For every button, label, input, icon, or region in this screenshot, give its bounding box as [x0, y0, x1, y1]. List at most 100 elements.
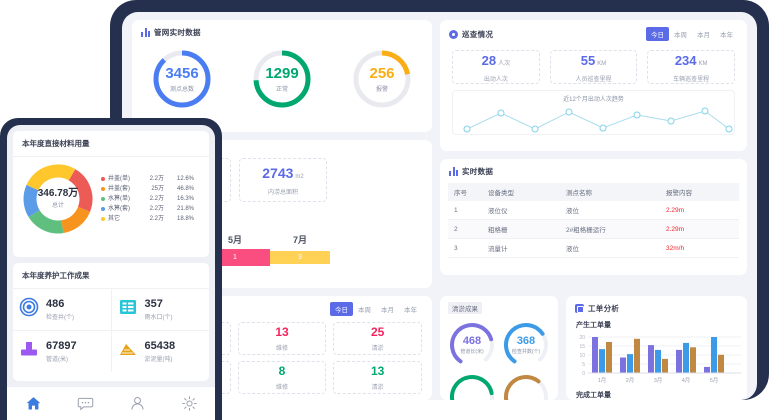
nav-settings[interactable]: [163, 395, 215, 412]
pipe-icon: [19, 339, 39, 364]
legend-name: 水箅(套): [108, 206, 130, 212]
patrol-stat-1-unit: KM: [597, 60, 607, 67]
maintenance-tabs[interactable]: 今日 本周 本月 本年: [330, 302, 422, 316]
patrol-trend-chart: 近12个月出动人次趋势: [452, 90, 735, 135]
legend-pct: 16.3%: [176, 196, 194, 202]
ring-alarm-label: 报警: [375, 86, 388, 93]
month-bar-2: 3: [270, 251, 330, 264]
legend-pct: 46.8%: [176, 186, 194, 192]
home-icon: [26, 397, 40, 410]
patrol-stat-1-value: 55: [580, 52, 596, 68]
table-row[interactable]: 3 流量计 液位 32m/h: [448, 238, 739, 258]
tablet-screen: 管网实时数据 3456 测点总数 1299: [122, 12, 757, 400]
legend-value: 25万: [151, 186, 164, 192]
work-order-sub-top: 产生工单量: [576, 322, 611, 329]
svg-text:1月: 1月: [598, 377, 607, 384]
dredging-result-card: 清淤成果 468 管道长(米) 368 检查井数(个): [440, 296, 558, 400]
kpi-manhole[interactable]: 486 检查井(个): [13, 289, 112, 331]
nav-home[interactable]: [7, 395, 59, 412]
patrol-tabs[interactable]: 今日 本周 本月 本年: [646, 27, 738, 41]
material-total-value: 346.78万: [37, 188, 79, 199]
maint-cell-2: 8 维修: [237, 361, 327, 394]
maint-cell-0-name: 维修: [276, 346, 289, 352]
work-order-title: 工单分析: [588, 304, 620, 313]
sludge-icon: [118, 339, 138, 364]
cell-alarm: 2.29m: [660, 201, 739, 220]
svg-text:5月: 5月: [710, 377, 719, 384]
maintenance-tabs-row: 今日 本周 本月 本年: [132, 296, 432, 316]
nav-message[interactable]: [59, 395, 111, 412]
svg-text:0: 0: [582, 371, 585, 377]
table-row[interactable]: 2 粗格栅 2#粗格栅运行 2.29m: [448, 219, 739, 239]
table-row[interactable]: 1 液位仪 液位 2.29m: [448, 201, 739, 220]
realtime-table-wrap: 序号 设备类型 测点名称 报警内容 1 液位仪 液位 2.29m 2 粗格栅: [440, 181, 747, 258]
legend-name: 井盖(套): [108, 186, 130, 192]
tab-week[interactable]: 本周: [358, 307, 371, 314]
maint-cell-2-name: 维修: [276, 385, 289, 391]
gauge-manhole-value: 368: [516, 334, 536, 347]
tab-month[interactable]: 本月: [381, 307, 394, 314]
kpi-sludge[interactable]: 65438 淤泥量(吨): [112, 331, 210, 372]
alarm-table: 序号 设备类型 测点名称 报警内容 1 液位仪 液位 2.29m 2 粗格栅: [448, 183, 739, 258]
gear-icon: [181, 396, 197, 411]
patrol-tab-week[interactable]: 本周: [674, 32, 687, 39]
nav-user[interactable]: [111, 395, 163, 412]
location-icon: [449, 29, 458, 39]
patrol-stat-2-unit: KM: [698, 60, 708, 67]
trend-line-svg: [463, 107, 733, 133]
ring-total-label: 测点总数: [169, 86, 194, 93]
realtime-card-title: 实时数据: [462, 167, 494, 176]
legend-item: 井盖(单) 2.2万 12.6%: [101, 174, 194, 184]
maint-cell-0: 13 维修: [237, 322, 327, 355]
patrol-trend-title: 近12个月出动人次趋势: [563, 97, 624, 103]
work-order-card: 工单分析 产生工单量 20 15 10 5 0: [566, 296, 747, 400]
legend-item: 水箅(单) 2.2万 16.3%: [101, 194, 194, 204]
phone-screen: 本年度直接材料用量 346.78万 总计: [7, 125, 215, 420]
ring-total-value: 3456: [165, 64, 199, 82]
tab-year[interactable]: 本年: [404, 307, 417, 314]
svg-text:2月: 2月: [626, 377, 635, 384]
th-alarm: 报警内容: [660, 183, 739, 201]
cell-device: 液位仪: [482, 201, 560, 220]
patrol-tab-today[interactable]: 今日: [646, 27, 669, 41]
cell-device: 粗格栅: [482, 219, 560, 239]
legend-name: 井盖(单): [108, 176, 130, 182]
cell-point: 2#粗格栅运行: [560, 219, 660, 239]
patrol-tab-month[interactable]: 本月: [697, 32, 710, 39]
month-rank-1: 1: [233, 254, 237, 261]
tab-today[interactable]: 今日: [330, 302, 353, 316]
maint-cell-3-name: 清淤: [371, 385, 384, 391]
table-header-row: 序号 设备类型 测点名称 报警内容: [448, 183, 739, 201]
patrol-stat-2: 234 KM 车辆巡查里程: [647, 50, 736, 84]
maint-cell-1: 25 清淤: [333, 322, 423, 355]
th-index: 序号: [448, 183, 482, 201]
legend-dot: [101, 177, 105, 181]
flood-stat-1-name: 内涝总面积: [268, 189, 299, 196]
work-card-title: 本年度养护工作成果: [13, 263, 209, 289]
gauge-pipe-length: 468 管道长(米): [448, 321, 496, 369]
maint-cell-1-value: 25: [371, 325, 385, 339]
month-rank-2: 3: [298, 254, 302, 261]
realtime-card-header: 实时数据: [440, 159, 747, 181]
kpi-pipe[interactable]: 67897 管道(米): [13, 331, 112, 372]
alarm-ring-group: 3456 测点总数 1299 正常: [132, 48, 432, 110]
svg-text:20: 20: [579, 335, 585, 341]
svg-text:3月: 3月: [654, 377, 663, 384]
patrol-stat-0-unit: 人次: [498, 60, 511, 67]
phone-bottom-nav[interactable]: [7, 386, 215, 420]
kpi-sludge-value: 65438: [144, 339, 176, 352]
alarm-realtime-card: 管网实时数据 3456 测点总数 1299: [132, 20, 432, 132]
cell-index: 2: [448, 219, 482, 239]
legend-dot: [101, 197, 105, 201]
kpi-grate[interactable]: 357 雨水口(个): [111, 289, 209, 331]
cell-point: 液位: [560, 201, 660, 220]
ring-total: 3456 测点总数: [151, 48, 213, 110]
legend-dot: [101, 207, 105, 211]
kpi-pipe-label: 管道(米): [46, 356, 68, 363]
gauge-pipe-value: 468: [462, 334, 482, 347]
maint-cell-0-value: 13: [275, 325, 289, 339]
kpi-manhole-label: 检查井(个): [46, 314, 74, 321]
legend-name: 水箅(单): [108, 196, 130, 202]
maint-cell-3: 13 清淤: [333, 361, 423, 394]
patrol-tab-year[interactable]: 本年: [720, 32, 733, 39]
